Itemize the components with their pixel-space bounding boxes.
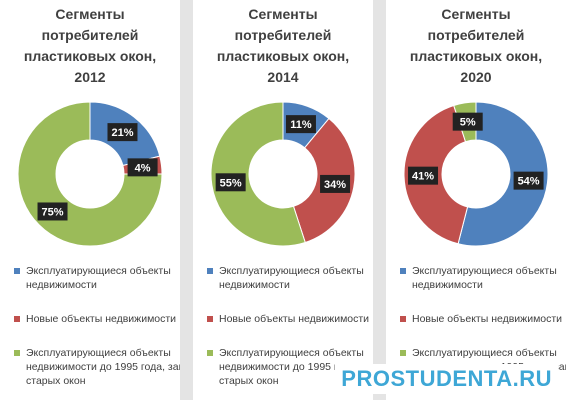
donut: 21% 4% 75%	[17, 101, 163, 247]
legend-label: Эксплуатирующиеся объекты недвижимости	[219, 265, 364, 291]
legend-swatch	[400, 316, 406, 322]
legend-swatch	[400, 268, 406, 274]
value-label: 55%	[220, 177, 242, 189]
chart-panel: Сегменты потребителей пластиковых окон, …	[386, 0, 566, 400]
legend-item: Эксплуатирующиеся объекты недвижимости	[400, 264, 566, 292]
value-label: 11%	[290, 119, 312, 131]
value-label: 41%	[412, 171, 434, 183]
value-label-box	[37, 202, 68, 221]
legend-item: Эксплуатирующиеся объекты недвижимости	[207, 264, 373, 292]
legend-item: Новые объекты недвижимости	[14, 312, 180, 326]
legend-swatch	[207, 316, 213, 322]
chart-title: Сегменты потребителей пластиковых окон, …	[23, 6, 157, 85]
value-label-box	[127, 158, 158, 177]
legend-label: Эксплуатирующиеся объекты недвижимости	[26, 265, 171, 291]
legend-item: Эксплуатирующиеся объекты недвижимости д…	[14, 346, 180, 388]
value-label-box	[408, 166, 439, 185]
legend-label: Новые объекты недвижимости	[412, 313, 563, 325]
legend-label: Новые объекты недвижимости	[26, 313, 177, 325]
legend-swatch	[14, 350, 20, 356]
chart-title: Сегменты потребителей пластиковых окон, …	[409, 6, 543, 85]
legend-swatch	[207, 350, 213, 356]
value-label: 5%	[460, 117, 476, 129]
value-label-box	[215, 173, 246, 192]
legend-swatch	[207, 268, 213, 274]
legend-item: Эксплуатирующиеся объекты недвижимости д…	[207, 346, 373, 388]
donut-slice	[210, 101, 306, 247]
donut-slice	[457, 101, 549, 247]
legend: Эксплуатирующиеся объекты недвижимости Но…	[207, 264, 373, 400]
chart-panel: Сегменты потребителей пластиковых окон, …	[193, 0, 373, 400]
value-label-box	[513, 171, 544, 190]
chart-title: Сегменты потребителей пластиковых окон, …	[216, 6, 350, 85]
value-label: 34%	[324, 179, 346, 191]
value-label-box	[320, 174, 351, 193]
legend: Эксплуатирующиеся объекты недвижимости Но…	[14, 264, 180, 400]
value-label-box	[452, 112, 483, 131]
donut: 54% 41% 5%	[403, 101, 549, 247]
value-label: 75%	[42, 206, 64, 218]
value-label: 21%	[111, 127, 133, 139]
legend-swatch	[14, 316, 20, 322]
value-label-box	[285, 115, 316, 134]
legend-item: Эксплуатирующиеся объекты недвижимости	[14, 264, 180, 292]
legend-label: Эксплуатирующиеся объекты недвижимости д…	[219, 347, 373, 387]
legend-label: Эксплуатирующиеся объекты недвижимости	[412, 265, 557, 291]
watermark: PROSTUDENTA.RU	[335, 364, 558, 394]
legend-swatch	[400, 350, 406, 356]
legend-item: Новые объекты недвижимости	[400, 312, 566, 326]
legend-swatch	[14, 268, 20, 274]
donut: 11% 34% 55%	[210, 101, 356, 247]
legend-label: Новые объекты недвижимости	[219, 313, 370, 325]
legend-item: Новые объекты недвижимости	[207, 312, 373, 326]
legend-label: Эксплуатирующиеся объекты недвижимости д…	[26, 347, 180, 387]
chart-panel: Сегменты потребителей пластиковых окон, …	[0, 0, 180, 400]
value-label: 54%	[518, 176, 540, 188]
value-label-box	[107, 123, 138, 142]
value-label: 4%	[135, 162, 151, 174]
